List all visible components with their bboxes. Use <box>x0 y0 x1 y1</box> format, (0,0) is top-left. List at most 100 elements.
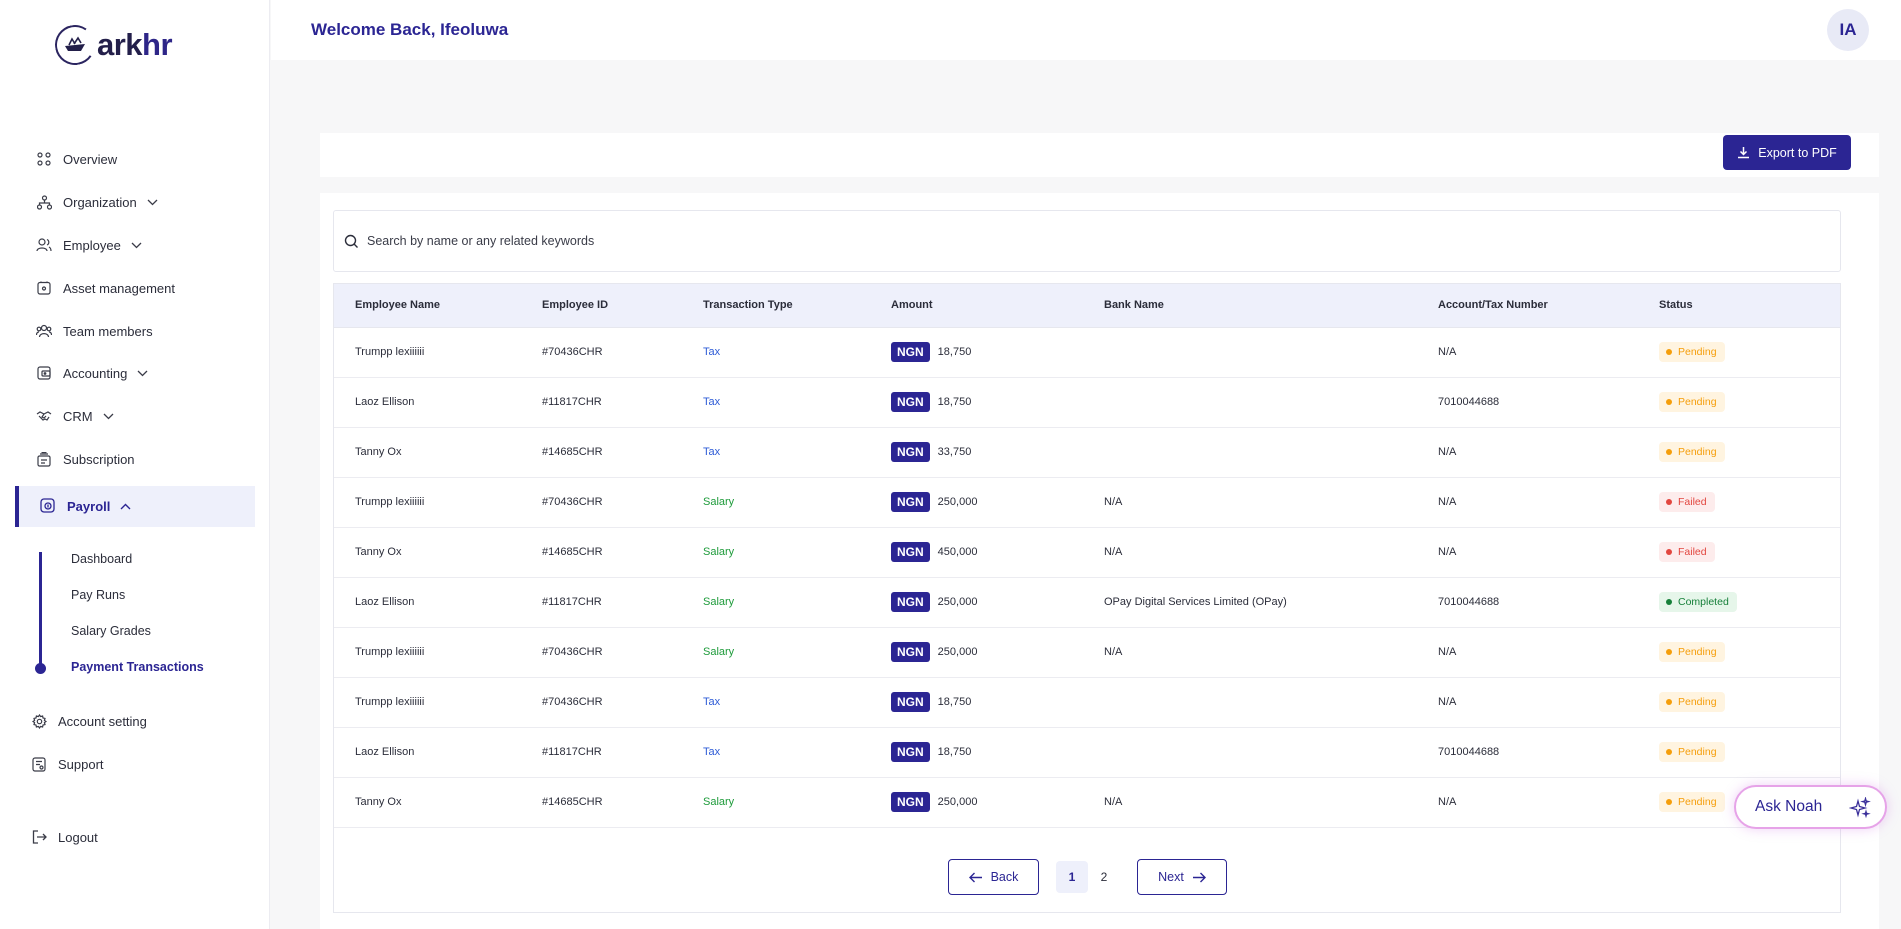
submenu-item-payment-transactions[interactable]: Payment Transactions <box>71 660 204 674</box>
download-icon <box>1737 146 1750 159</box>
transaction-type: Salary <box>703 596 735 608</box>
table-row[interactable]: Tanny Ox #14685CHR Salary NGN 250,000 N/A N/A P… <box>334 778 1840 828</box>
status-cell: Pending <box>1659 792 1725 812</box>
sidebar-item-label: Logout <box>58 829 98 845</box>
next-button[interactable]: Next <box>1137 859 1227 895</box>
status-cell: Pending <box>1659 442 1725 462</box>
users-icon <box>36 237 52 253</box>
status-cell: Pending <box>1659 642 1725 662</box>
sidebar-item-employee[interactable]: Employee <box>36 237 142 253</box>
status-cell: Pending <box>1659 692 1725 712</box>
sidebar-item-payroll[interactable]: Payroll <box>15 486 255 527</box>
amount-value: 450,000 <box>937 546 978 558</box>
status-cell: Pending <box>1659 392 1725 412</box>
sidebar-item-accounting[interactable]: Accounting <box>36 365 148 381</box>
amount-value: 18,750 <box>937 396 972 408</box>
avatar[interactable]: IA <box>1827 9 1869 51</box>
amount-value: 250,000 <box>937 646 978 658</box>
account-number: N/A <box>1438 446 1457 458</box>
table-row[interactable]: Trumpp lexiiiiii #70436CHR Tax NGN 18,750 N/A… <box>334 328 1840 378</box>
amount-cell: NGN 250,000 <box>891 592 977 612</box>
submenu-item-salary-grades[interactable]: Salary Grades <box>71 624 151 638</box>
sidebar: arkhr Overview Organization Employee Ass… <box>0 0 270 929</box>
table-row[interactable]: Tanny Ox #14685CHR Tax NGN 33,750 N/A Pending <box>334 428 1840 478</box>
welcome-message: Welcome Back, Ifeoluwa <box>311 20 509 39</box>
transaction-type: Salary <box>703 646 735 658</box>
sidebar-item-label: Accounting <box>63 365 128 381</box>
currency-badge: NGN <box>891 442 930 462</box>
arrow-left-icon <box>968 872 983 883</box>
sidebar-item-label: Organization <box>63 194 137 210</box>
arkhr-logo[interactable]: arkhr <box>51 21 173 69</box>
transactions-table: Employee Name Employee ID Transaction Ty… <box>333 283 1841 828</box>
sidebar-item-asset-management[interactable]: Asset management <box>36 280 175 296</box>
employee-name: Tanny Ox <box>355 546 402 558</box>
search-bar[interactable] <box>333 210 1841 272</box>
status-badge: Pending <box>1659 742 1725 762</box>
table-header: Employee Name Employee ID Transaction Ty… <box>334 284 1840 328</box>
transactions-card: Employee Name Employee ID Transaction Ty… <box>320 193 1879 929</box>
account-number: N/A <box>1438 696 1457 708</box>
amount-value: 33,750 <box>937 446 972 458</box>
table-row[interactable]: Tanny Ox #14685CHR Salary NGN 450,000 N/A N/A F… <box>334 528 1840 578</box>
pagination: Back 1 2 Next <box>333 826 1841 913</box>
table-row[interactable]: Trumpp lexiiiiii #70436CHR Salary NGN 250,00… <box>334 478 1840 528</box>
payroll-icon <box>40 498 56 514</box>
status-dot <box>1666 449 1672 455</box>
status-cell: Pending <box>1659 742 1725 762</box>
status-label: Pending <box>1678 396 1717 408</box>
amount-value: 250,000 <box>937 496 978 508</box>
status-dot <box>1666 349 1672 355</box>
status-dot <box>1666 499 1672 505</box>
back-button[interactable]: Back <box>948 859 1039 895</box>
sidebar-item-support[interactable]: Support <box>31 756 104 772</box>
amount-cell: NGN 250,000 <box>891 792 977 812</box>
status-label: Failed <box>1678 496 1707 508</box>
employee-id: #11817CHR <box>542 396 602 408</box>
ask-noah-button[interactable]: Ask Noah <box>1734 785 1887 829</box>
currency-badge: NGN <box>891 742 930 762</box>
sidebar-item-crm[interactable]: CRM <box>36 408 114 424</box>
table-row[interactable]: Trumpp lexiiiiii #70436CHR Tax NGN 18,750 N/A… <box>334 678 1840 728</box>
table-row[interactable]: Laoz Ellison #11817CHR Tax NGN 18,750 7010044… <box>334 378 1840 428</box>
search-input[interactable] <box>367 234 967 248</box>
account-number: N/A <box>1438 496 1457 508</box>
chevron-down-icon <box>147 199 158 206</box>
table-row[interactable]: Trumpp lexiiiiii #70436CHR Salary NGN 250,00… <box>334 628 1840 678</box>
chevron-down-icon <box>137 370 148 377</box>
amount-cell: NGN 18,750 <box>891 742 971 762</box>
sidebar-item-organization[interactable]: Organization <box>36 194 158 210</box>
handshake-icon <box>36 408 52 424</box>
transaction-type: Tax <box>703 346 721 358</box>
sidebar-item-overview[interactable]: Overview <box>36 151 117 167</box>
top-header: Welcome Back, Ifeoluwa IA <box>271 0 1901 60</box>
table-row[interactable]: Laoz Ellison #11817CHR Salary NGN 250,000 OPa… <box>334 578 1840 628</box>
back-label: Back <box>990 870 1019 884</box>
page-number[interactable]: 2 <box>1100 870 1108 884</box>
column-header: Employee Name <box>355 299 440 311</box>
column-header: Amount <box>891 299 933 311</box>
sidebar-item-logout[interactable]: Logout <box>31 829 98 845</box>
support-icon <box>31 756 47 772</box>
account-number: N/A <box>1438 646 1457 658</box>
employee-name: Tanny Ox <box>355 796 402 808</box>
export-pdf-button[interactable]: Export to PDF <box>1723 135 1851 170</box>
ask-noah-label: Ask Noah <box>1755 798 1823 815</box>
submenu-track <box>39 552 42 668</box>
sidebar-item-account-setting[interactable]: Account setting <box>31 713 147 729</box>
submenu-item-dashboard[interactable]: Dashboard <box>71 552 133 566</box>
page-number[interactable]: 1 <box>1056 861 1088 893</box>
status-dot <box>1666 649 1672 655</box>
table-row[interactable]: Laoz Ellison #11817CHR Tax NGN 18,750 7010044… <box>334 728 1840 778</box>
sidebar-item-subscription[interactable]: Subscription <box>36 451 135 467</box>
submenu-item-pay-runs[interactable]: Pay Runs <box>71 588 126 602</box>
grid-icon <box>36 151 52 167</box>
status-label: Pending <box>1678 796 1717 808</box>
employee-id: #14685CHR <box>542 546 603 558</box>
ark-boat-icon <box>51 21 99 69</box>
status-cell: Completed <box>1659 592 1737 612</box>
sidebar-item-team-members[interactable]: Team members <box>36 323 153 339</box>
sidebar-item-label: Employee <box>63 237 121 253</box>
column-header: Account/Tax Number <box>1438 299 1548 311</box>
status-badge: Pending <box>1659 792 1725 812</box>
